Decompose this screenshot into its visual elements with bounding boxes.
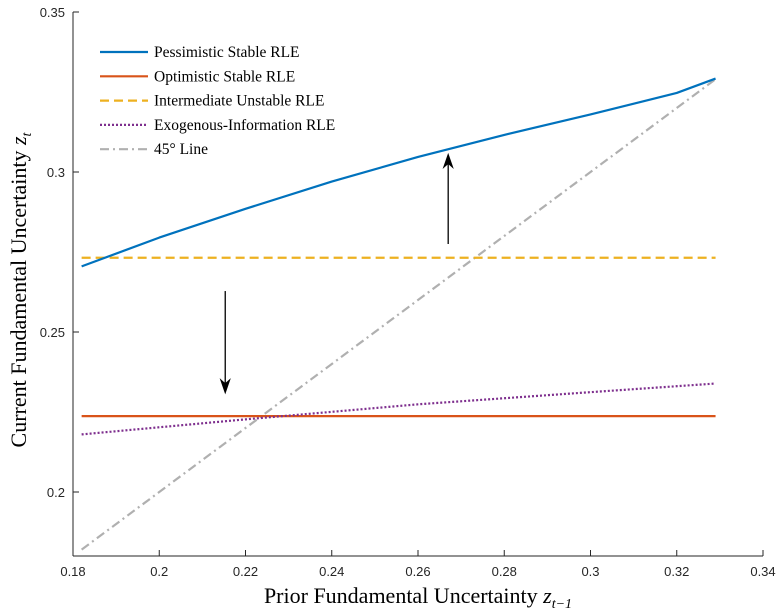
legend-label: Exogenous-Information RLE	[154, 117, 335, 134]
arrow-up-icon	[442, 152, 454, 244]
legend-item: Intermediate Unstable RLE	[100, 93, 324, 110]
legend-label: 45° Line	[154, 141, 208, 158]
legend-label: Intermediate Unstable RLE	[154, 93, 324, 110]
legend: Pessimistic Stable RLE Optimistic Stable …	[100, 44, 335, 158]
x-tick-label: 0.2	[150, 564, 168, 579]
legend-item: Optimistic Stable RLE	[100, 68, 295, 85]
legend-item: Pessimistic Stable RLE	[100, 44, 300, 61]
ticks: 0.18 0.2 0.22 0.24 0.26 0.28 0.3 0.32 0.34 0.2 0.2…	[40, 5, 776, 579]
x-tick-label: 0.3	[581, 564, 599, 579]
y-tick-label: 0.2	[47, 485, 65, 500]
y-tick-label: 0.35	[40, 5, 65, 20]
y-axis-title: Current Fundamental Uncertainty zt	[6, 131, 35, 447]
legend-item: Exogenous-Information RLE	[100, 117, 335, 134]
x-tick-label: 0.34	[750, 564, 775, 579]
legend-item: 45° Line	[100, 141, 208, 158]
arrow-down-icon	[219, 291, 231, 395]
series-layer	[80, 77, 717, 551]
x-tick-label: 0.24	[319, 564, 344, 579]
y-tick-label: 0.25	[40, 325, 65, 340]
series-line-pessimistic-stable-rle	[81, 77, 716, 268]
x-tick-label: 0.26	[405, 564, 430, 579]
x-tick-label: 0.22	[233, 564, 258, 579]
legend-label: Optimistic Stable RLE	[154, 68, 295, 85]
legend-label: Pessimistic Stable RLE	[154, 44, 300, 61]
x-tick-label: 0.18	[60, 564, 85, 579]
x-tick-label: 0.28	[492, 564, 517, 579]
y-tick-label: 0.3	[47, 165, 65, 180]
x-tick-label: 0.32	[664, 564, 689, 579]
series-line-45-line	[80, 78, 717, 551]
series-line-exogenous-information-rle	[81, 382, 716, 436]
annotation-layer	[219, 152, 454, 395]
x-axis-title: Prior Fundamental Uncertainty zt−1	[264, 583, 572, 611]
